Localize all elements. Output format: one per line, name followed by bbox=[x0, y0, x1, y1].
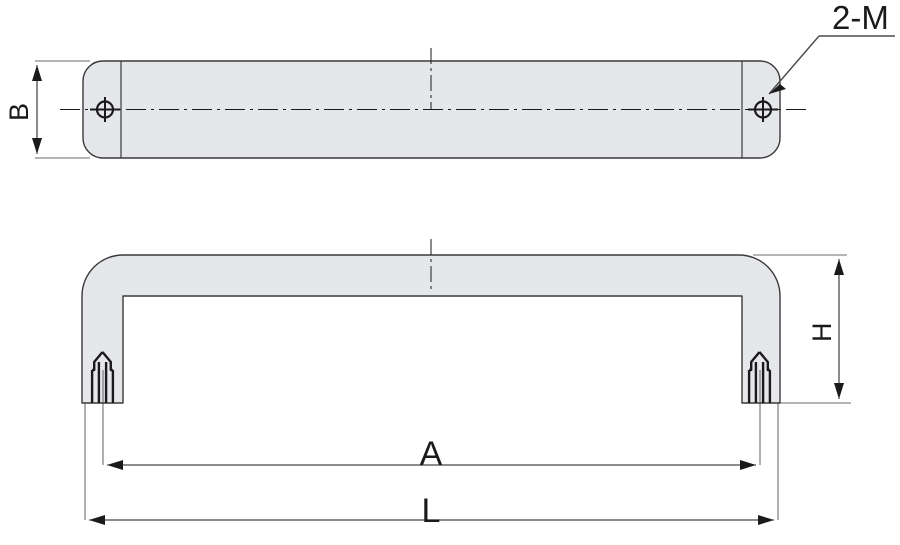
svg-text:2-M: 2-M bbox=[832, 0, 889, 36]
svg-text:L: L bbox=[422, 492, 441, 530]
svg-text:A: A bbox=[420, 435, 443, 473]
